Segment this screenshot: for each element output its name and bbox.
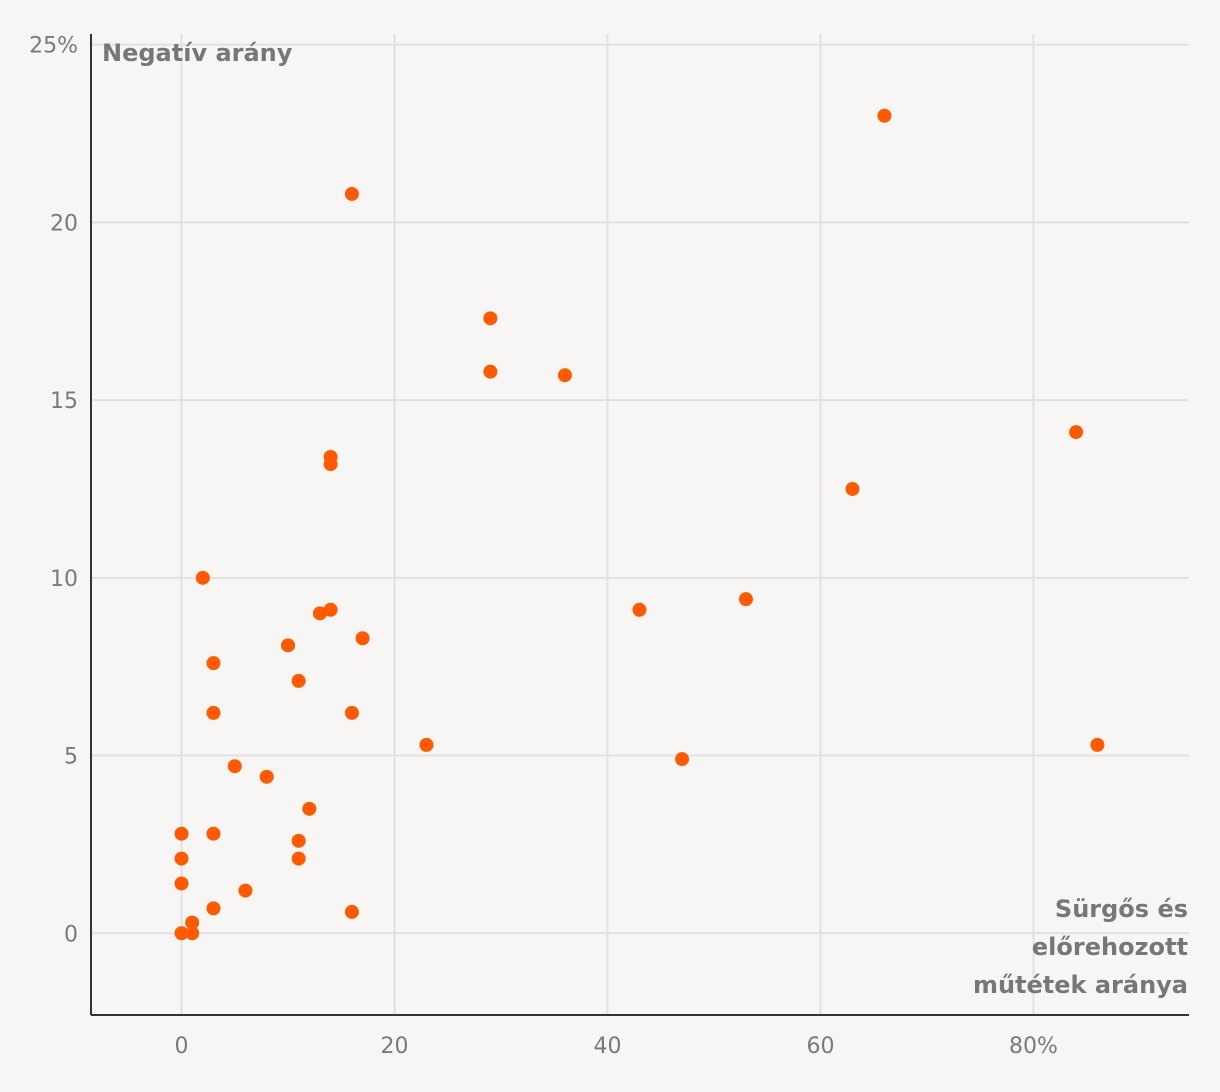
- x-axis-label-line-2: előrehozott: [1032, 933, 1188, 961]
- axes: [90, 34, 1189, 1016]
- scatter-point: [344, 904, 359, 919]
- scatter-point: [291, 851, 306, 866]
- x-axis-label-line-3: műtétek aránya: [973, 971, 1188, 999]
- scatter-point: [344, 186, 359, 201]
- scatter-point: [174, 826, 189, 841]
- gridlines: [91, 34, 1189, 1015]
- scatter-point: [355, 631, 370, 646]
- scatter-point: [302, 801, 317, 816]
- scatter-point: [1090, 737, 1105, 752]
- scatter-point: [738, 592, 753, 607]
- scatter-point: [238, 883, 253, 898]
- scatter-point: [174, 876, 189, 891]
- x-tick-label: 60: [807, 1034, 835, 1059]
- scatter-point: [206, 901, 221, 916]
- scatter-point: [227, 759, 242, 774]
- scatter-point: [323, 602, 338, 617]
- y-tick-label: 5: [64, 745, 78, 770]
- x-axis-label-line-1: Sürgős és: [1055, 895, 1188, 923]
- scatter-point: [259, 769, 274, 784]
- scatter-point: [291, 833, 306, 848]
- scatter-point: [281, 638, 296, 653]
- y-axis-label: Negatív arány: [102, 39, 293, 67]
- tick-labels: 0 20 40 60 80% 0 5 10 15 20 25%: [29, 34, 1058, 1059]
- x-tick-label: 20: [381, 1034, 409, 1059]
- scatter-point: [675, 752, 690, 767]
- scatter-point: [632, 602, 647, 617]
- scatter-point: [483, 311, 498, 326]
- scatter-point: [206, 705, 221, 720]
- y-tick-label: 20: [50, 211, 78, 236]
- scatter-point: [312, 606, 327, 621]
- scatter-point: [1069, 425, 1084, 440]
- scatter-point: [185, 926, 200, 941]
- x-tick-label: 40: [594, 1034, 622, 1059]
- scatter-point: [206, 826, 221, 841]
- y-tick-label: 25%: [29, 34, 78, 59]
- scatter-point: [557, 368, 572, 383]
- scatter-point: [323, 457, 338, 472]
- scatter-point: [195, 570, 210, 585]
- scatter-point: [845, 481, 860, 496]
- y-tick-label: 0: [64, 922, 78, 947]
- scatter-point: [344, 705, 359, 720]
- x-tick-label: 80%: [1009, 1034, 1058, 1059]
- scatter-point: [174, 851, 189, 866]
- x-tick-label: 0: [175, 1034, 189, 1059]
- y-tick-label: 15: [50, 389, 78, 414]
- scatter-point: [877, 108, 892, 123]
- y-tick-label: 10: [50, 567, 78, 592]
- scatter-point: [206, 656, 221, 671]
- scatter-point: [419, 737, 434, 752]
- scatter-point: [291, 673, 306, 688]
- scatter-point: [185, 915, 200, 930]
- scatter-point: [174, 926, 189, 941]
- data-points: [174, 108, 1105, 941]
- scatter-point: [483, 364, 498, 379]
